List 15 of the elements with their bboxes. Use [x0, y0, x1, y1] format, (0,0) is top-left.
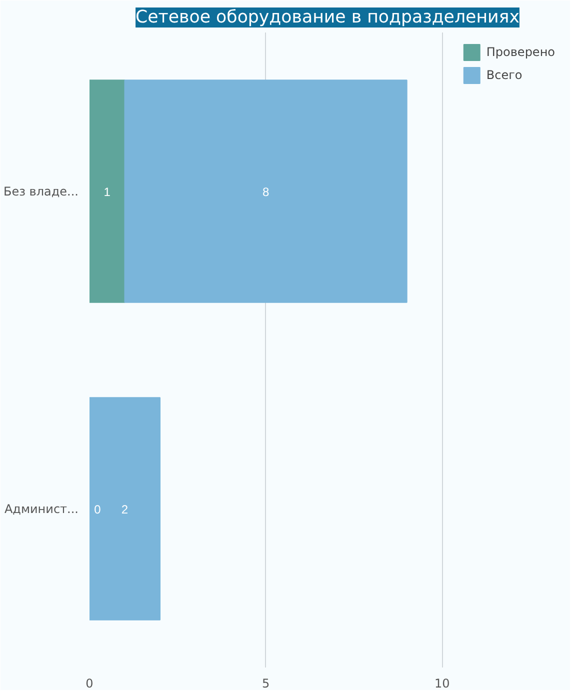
data-label: 2 — [121, 502, 128, 516]
data-label: 8 — [262, 184, 270, 199]
x-tick-label: 10 — [434, 676, 450, 690]
y-tick-label: Без владе... — [3, 184, 78, 198]
bar — [90, 80, 126, 303]
legend-label: Проверено — [486, 45, 555, 59]
x-tick-label: 5 — [262, 676, 270, 690]
y-tick-label: Админист... — [4, 502, 79, 516]
chart-title: Сетевое оборудование в подразделениях — [136, 8, 520, 28]
x-tick-label: 0 — [86, 676, 94, 690]
legend-label: Всего — [486, 68, 522, 82]
data-label: 1 — [104, 184, 111, 199]
data-label: 0 — [94, 502, 102, 516]
bar — [90, 397, 161, 620]
bar — [124, 80, 408, 303]
